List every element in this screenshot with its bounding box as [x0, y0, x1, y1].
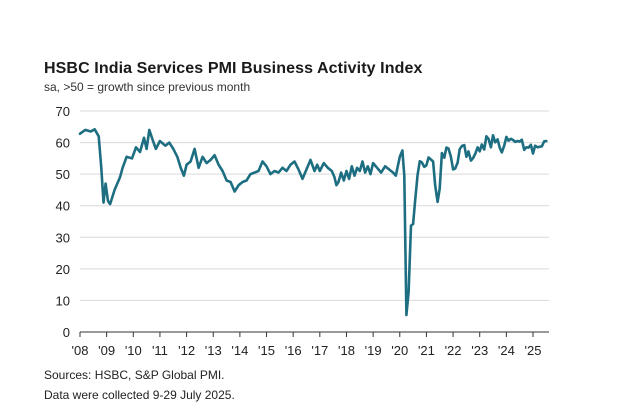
x-tick-label: '15 — [258, 343, 275, 358]
pmi-series-line — [78, 128, 548, 317]
x-tick-label: '18 — [338, 343, 355, 358]
x-tick-label: '25 — [525, 343, 542, 358]
x-tick-label: '23 — [471, 343, 488, 358]
x-tick-label: '22 — [445, 343, 462, 358]
x-tick-label: '10 — [125, 343, 142, 358]
y-tick-label: 30 — [56, 230, 70, 245]
x-tick-label: '20 — [391, 343, 408, 358]
x-tick-label: '19 — [365, 343, 382, 358]
collection-note: Data were collected 9-29 July 2025. — [44, 388, 235, 402]
y-tick-label: 40 — [56, 199, 70, 214]
x-tick-label: '17 — [311, 343, 328, 358]
x-tick-label: '09 — [98, 343, 115, 358]
y-tick-label: 60 — [56, 136, 70, 151]
y-tick-label: 20 — [56, 262, 70, 277]
x-tick-label: '24 — [498, 343, 515, 358]
x-tick-label: '16 — [285, 343, 302, 358]
y-tick-label: 70 — [56, 104, 70, 119]
chart-title: HSBC India Services PMI Business Activit… — [44, 60, 423, 77]
y-tick-label: 10 — [56, 293, 70, 308]
sources-note: Sources: HSBC, S&P Global PMI. — [44, 368, 225, 382]
y-tick-label: 0 — [63, 325, 70, 340]
x-tick-label: '11 — [152, 343, 168, 358]
x-tick-label: '13 — [205, 343, 222, 358]
y-tick-label: 50 — [56, 167, 70, 182]
x-tick-label: '14 — [231, 343, 248, 358]
x-tick-label: '21 — [418, 343, 435, 358]
x-tick-label: '08 — [72, 343, 89, 358]
chart-subtitle: sa, >50 = growth since previous month — [44, 80, 251, 94]
x-tick-label: '12 — [178, 343, 195, 358]
